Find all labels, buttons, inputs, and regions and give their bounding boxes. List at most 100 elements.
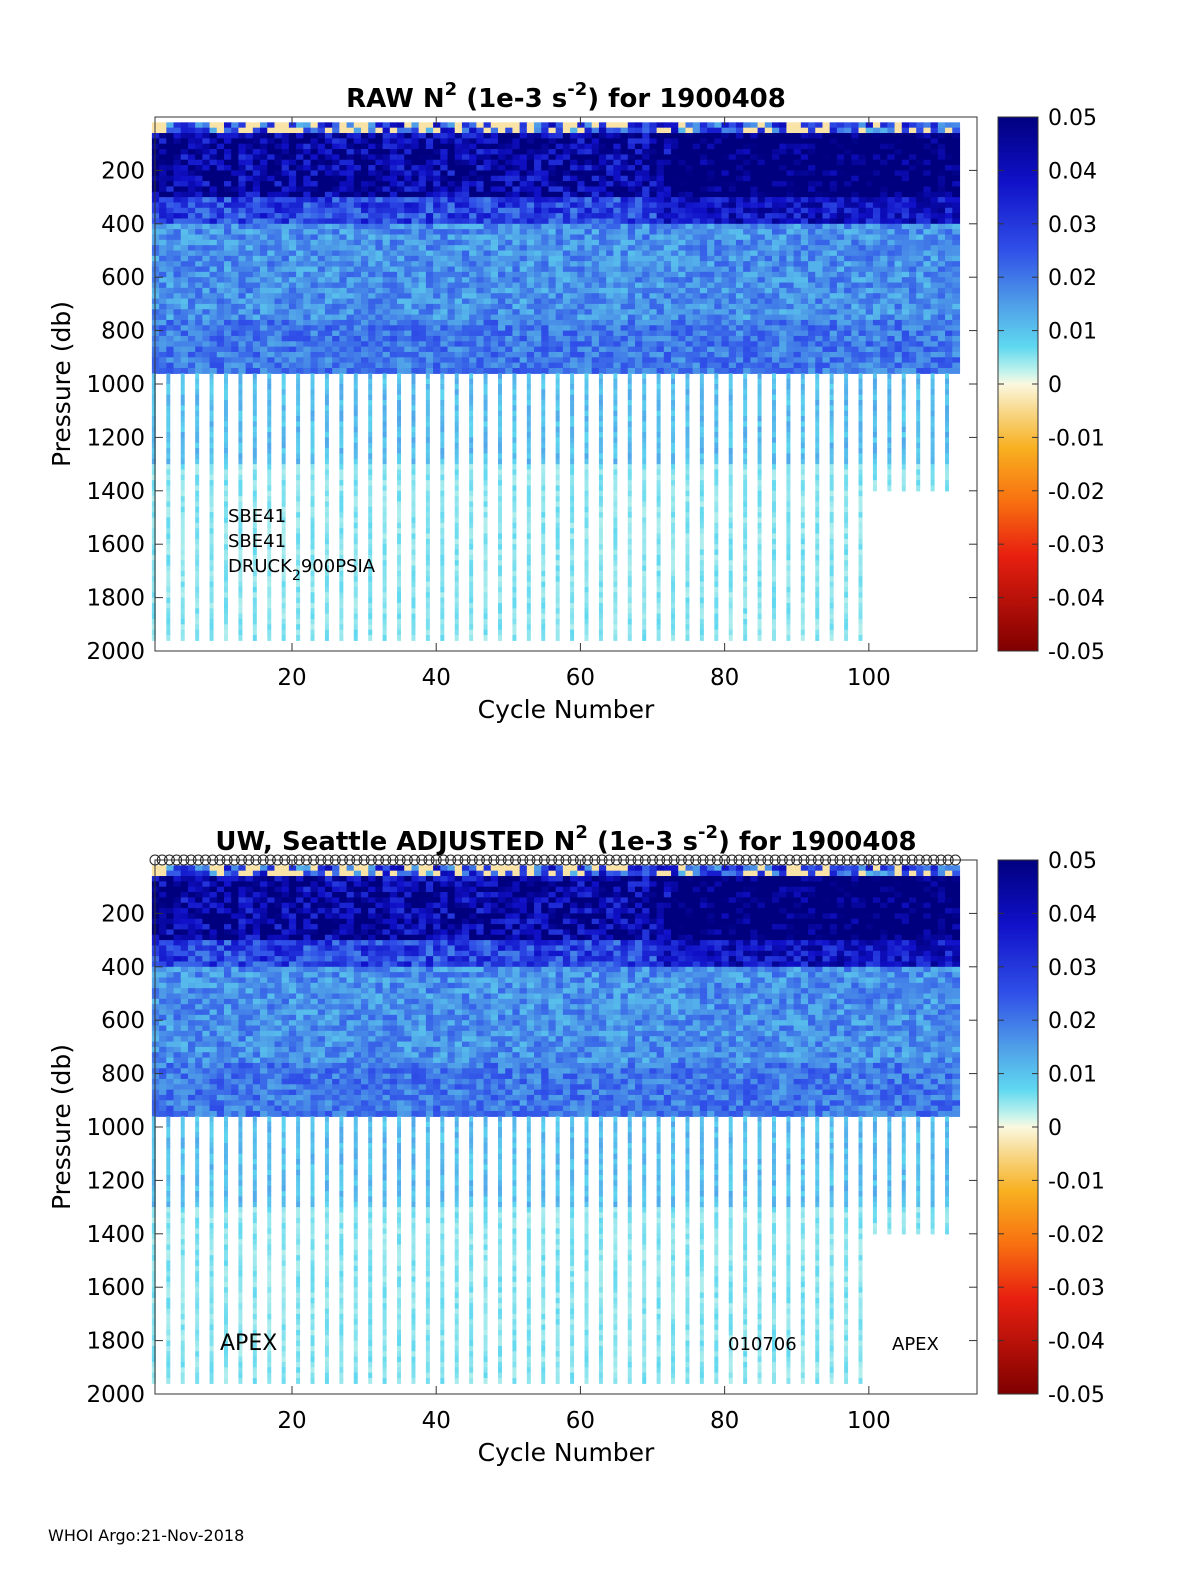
cycle-marker bbox=[589, 854, 601, 866]
y-tick-label: 2000 bbox=[86, 639, 145, 665]
cycle-marker bbox=[394, 854, 406, 866]
cycle-marker bbox=[805, 854, 817, 866]
cycle-marker bbox=[329, 854, 341, 866]
panel-raw: RAW N2 (1e-3 s-2) for 1900408 2004006008… bbox=[47, 79, 1105, 724]
x-tick-label: 60 bbox=[566, 1408, 595, 1434]
cycle-marker bbox=[639, 854, 651, 866]
cycle-marker bbox=[769, 854, 781, 866]
cycle-marker bbox=[250, 854, 262, 866]
cycle-marker bbox=[892, 854, 904, 866]
cycle-marker bbox=[502, 854, 514, 866]
cycle-marker bbox=[784, 854, 796, 866]
y-ticks-adjusted: 200 400 600 800 1000 1200 1400 1600 1800 2000 bbox=[86, 901, 977, 1408]
x-tick-label: 40 bbox=[422, 1408, 451, 1434]
x-axis-label-raw: Cycle Number bbox=[478, 695, 655, 724]
y-tick-label: 1200 bbox=[86, 425, 145, 451]
cycle-marker bbox=[495, 854, 507, 866]
annotation-apex-left: APEX bbox=[220, 1331, 277, 1356]
cycle-marker bbox=[812, 854, 824, 866]
cycle-marker bbox=[841, 854, 853, 866]
cycle-marker bbox=[423, 854, 435, 866]
cycle-marker bbox=[791, 854, 803, 866]
cycle-marker bbox=[365, 854, 377, 866]
cycle-marker bbox=[257, 854, 269, 866]
x-tick-label: 100 bbox=[847, 665, 891, 691]
colorbar-adjusted: 0.05 0.04 0.03 0.02 0.01 0 -0.01 -0.02 -0.03 -0.0… bbox=[997, 849, 1105, 1408]
cycle-marker bbox=[358, 854, 370, 866]
annotation-serial: 010706 bbox=[728, 1334, 797, 1355]
cycle-marker bbox=[293, 854, 305, 866]
cycle-marker bbox=[921, 854, 933, 866]
cycle-marker bbox=[236, 854, 248, 866]
y-tick-label: 2000 bbox=[86, 1382, 145, 1408]
cycle-marker bbox=[899, 854, 911, 866]
x-tick-label: 80 bbox=[710, 665, 739, 691]
cycle-marker bbox=[300, 854, 312, 866]
colorbar-tick-label: -0.03 bbox=[1048, 1276, 1105, 1301]
cycle-marker bbox=[654, 854, 666, 866]
cycle-marker bbox=[668, 854, 680, 866]
x-tick-label: 40 bbox=[422, 665, 451, 691]
cycle-marker bbox=[935, 854, 947, 866]
cycle-marker bbox=[481, 854, 493, 866]
y-tick-label: 1800 bbox=[86, 1329, 145, 1355]
cycle-marker bbox=[877, 854, 889, 866]
y-tick-label: 400 bbox=[101, 212, 145, 238]
cycle-marker bbox=[192, 854, 204, 866]
colorbar-tick-label: 0.02 bbox=[1048, 266, 1097, 291]
y-axis-label-raw: Pressure (db) bbox=[47, 301, 76, 467]
cycle-marker bbox=[344, 854, 356, 866]
cycle-marker bbox=[820, 854, 832, 866]
cycle-marker bbox=[733, 854, 745, 866]
y-tick-label: 200 bbox=[101, 158, 145, 184]
y-tick-label: 1400 bbox=[86, 1222, 145, 1248]
x-tick-label: 100 bbox=[847, 1408, 891, 1434]
x-ticks-adjusted: 20 40 60 80 100 bbox=[277, 860, 891, 1434]
cycle-marker bbox=[228, 854, 240, 866]
y-tick-label: 200 bbox=[101, 901, 145, 927]
cycle-marker bbox=[171, 854, 183, 866]
cycle-marker bbox=[149, 854, 161, 866]
cycle-marker bbox=[560, 854, 572, 866]
x-tick-label: 20 bbox=[277, 665, 306, 691]
cycle-marker bbox=[445, 854, 457, 866]
panel-adjusted: UW, Seattle ADJUSTED N2 (1e-3 s-2) for 1… bbox=[47, 822, 1105, 1467]
cycle-marker bbox=[610, 854, 622, 866]
cycle-marker bbox=[272, 854, 284, 866]
colorbar-tick-label: 0 bbox=[1048, 1116, 1062, 1141]
cycle-marker bbox=[156, 854, 168, 866]
cycle-marker bbox=[221, 854, 233, 866]
cycle-marker bbox=[856, 854, 868, 866]
footer-text: WHOI Argo:21-Nov-2018 bbox=[48, 1526, 245, 1545]
colorbar-tick-label: -0.03 bbox=[1048, 533, 1105, 558]
y-ticks-raw: 200 400 600 800 1000 1200 1400 1600 1800 2000 bbox=[86, 158, 977, 665]
cycle-marker bbox=[207, 854, 219, 866]
y-tick-label: 1000 bbox=[86, 1115, 145, 1141]
annotation-sbe41-a: SBE41 bbox=[228, 506, 286, 527]
cycle-marker bbox=[387, 854, 399, 866]
panel-adjusted-title: UW, Seattle ADJUSTED N2 (1e-3 s-2) for 1… bbox=[215, 822, 916, 857]
cycle-marker bbox=[870, 854, 882, 866]
cycle-marker bbox=[437, 854, 449, 866]
cycle-marker bbox=[315, 854, 327, 866]
colorbar-tick-label: -0.02 bbox=[1048, 480, 1105, 505]
cycle-marker bbox=[697, 854, 709, 866]
cycle-marker bbox=[683, 854, 695, 866]
cycle-marker bbox=[401, 854, 413, 866]
colorbar-tick-label: 0.01 bbox=[1048, 1063, 1097, 1088]
cycle-marker bbox=[848, 854, 860, 866]
y-tick-label: 1200 bbox=[86, 1168, 145, 1194]
cycle-marker bbox=[625, 854, 637, 866]
y-tick-label: 400 bbox=[101, 955, 145, 981]
x-ticks-raw: 20 40 60 80 100 bbox=[277, 117, 891, 691]
cycle-marker bbox=[517, 854, 529, 866]
cycle-marker bbox=[928, 854, 940, 866]
cycle-marker bbox=[906, 854, 918, 866]
cycle-marker bbox=[827, 854, 839, 866]
annotation-druck: DRUCK2900PSIA bbox=[228, 556, 376, 584]
cycle-marker bbox=[618, 854, 630, 866]
colorbar-tick-label: -0.02 bbox=[1048, 1223, 1105, 1248]
colorbar-tick-label: 0.01 bbox=[1048, 320, 1097, 345]
heatmap-cells-raw bbox=[151, 122, 961, 641]
